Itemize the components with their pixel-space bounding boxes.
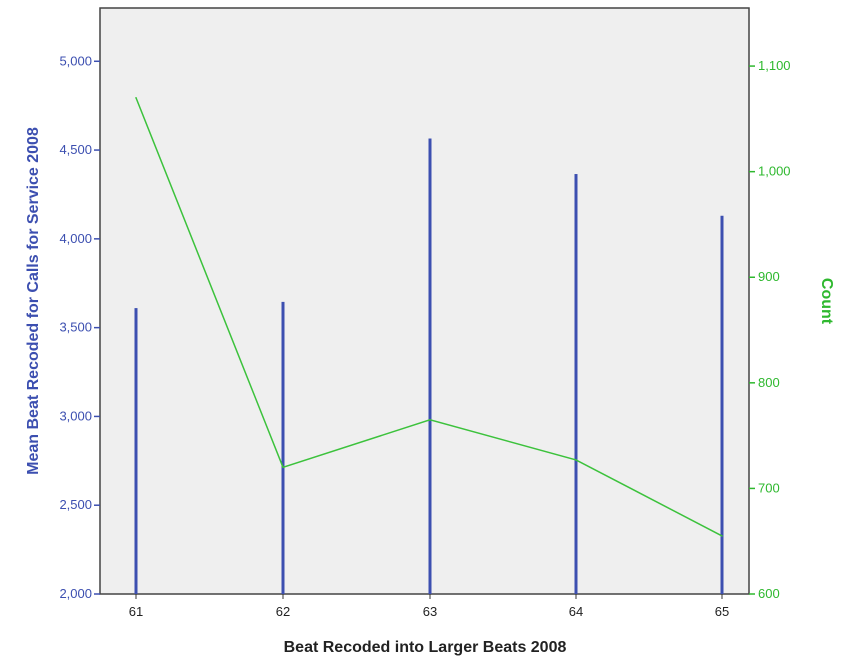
line-point <box>282 466 284 469</box>
left-tick-label: 5,000 <box>59 53 92 68</box>
right-axis-title: Count <box>818 278 835 325</box>
bar <box>134 308 138 594</box>
bar <box>428 138 432 594</box>
x-tick-label: 64 <box>569 604 583 619</box>
left-tick-label: 3,000 <box>59 408 92 423</box>
right-tick-label: 600 <box>758 586 780 601</box>
x-axis: 61 62 63 64 65 <box>129 594 729 619</box>
left-axis-title: Mean Beat Recoded for Calls for Service … <box>25 127 42 475</box>
right-tick-label: 800 <box>758 375 780 390</box>
left-tick-label: 2,500 <box>59 497 92 512</box>
x-tick-label: 61 <box>129 604 143 619</box>
plot-area <box>99 7 750 595</box>
right-tick-label: 700 <box>758 480 780 495</box>
left-tick-label: 4,500 <box>59 142 92 157</box>
left-tick-label: 2,000 <box>59 586 92 601</box>
right-tick-label: 900 <box>758 269 780 284</box>
x-tick-label: 65 <box>715 604 729 619</box>
line-series <box>135 96 723 537</box>
line-point <box>135 96 137 99</box>
left-tick-label: 4,000 <box>59 231 92 246</box>
bar <box>574 174 578 595</box>
line-point <box>721 535 723 537</box>
right-tick-label: 1,100 <box>758 58 791 73</box>
line-point <box>429 418 431 421</box>
bar <box>720 215 724 594</box>
right-tick-label: 1,000 <box>758 164 791 179</box>
left-axis: 2,000 2,500 3,000 3,500 4,000 4,500 5,000 <box>59 53 100 601</box>
line-point <box>575 459 577 461</box>
bar-series <box>134 138 724 595</box>
x-axis-title: Beat Recoded into Larger Beats 2008 <box>284 639 567 656</box>
x-tick-label: 63 <box>423 604 437 619</box>
right-axis: 600 700 800 900 1,000 1,100 <box>749 58 791 601</box>
bar <box>281 301 285 594</box>
left-tick-label: 3,500 <box>59 320 92 335</box>
x-tick-label: 62 <box>276 604 290 619</box>
